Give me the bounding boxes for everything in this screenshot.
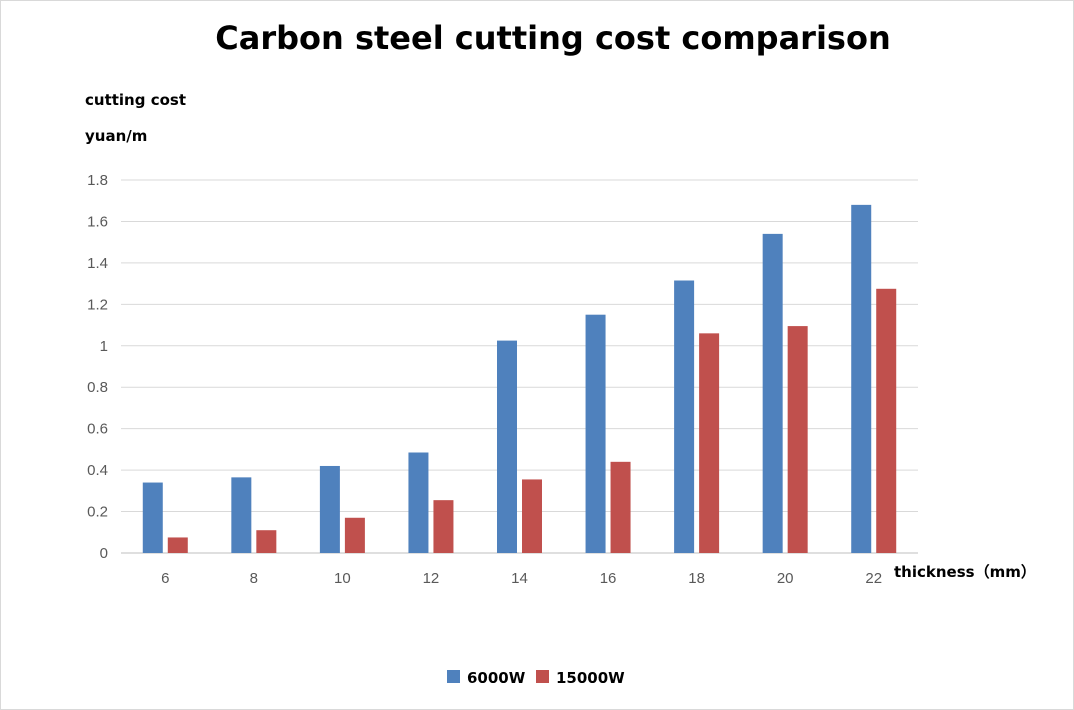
- gridlines: [121, 179, 918, 554]
- bar-6000W-10: [319, 465, 340, 553]
- y-axis-label-line2: yuan/m: [85, 127, 147, 145]
- y-tick-label: 1: [100, 338, 108, 355]
- x-tick-label: 18: [688, 570, 705, 587]
- x-tick-label: 20: [777, 570, 794, 587]
- bar-6000W-16: [585, 314, 606, 553]
- bar-15000W-22: [876, 288, 897, 553]
- chart-title: Carbon steel cutting cost comparison: [215, 19, 890, 57]
- y-tick-label: 0.2: [87, 504, 108, 521]
- y-axis-label-line1: cutting cost: [85, 91, 186, 109]
- bar-15000W-6: [167, 537, 188, 553]
- bar-6000W-8: [231, 477, 252, 553]
- legend-label-15000W: 15000W: [556, 669, 625, 687]
- x-tick-label: 8: [250, 570, 258, 587]
- x-tick-label: 16: [600, 570, 617, 587]
- legend-label-6000W: 6000W: [467, 669, 526, 687]
- bar-15000W-12: [433, 500, 454, 553]
- bar-15000W-10: [344, 517, 365, 553]
- bar-15000W-8: [256, 530, 277, 553]
- bar-6000W-6: [142, 482, 163, 553]
- y-tick-label: 1.4: [87, 255, 108, 272]
- y-tick-label: 1.2: [87, 296, 108, 313]
- y-tick-labels: 0 0.2 0.4 0.6 0.8 1 1.2 1.4 1.6 1.8: [87, 172, 108, 562]
- y-tick-label: 0: [100, 545, 108, 562]
- bar-6000W-14: [497, 340, 517, 553]
- x-tick-label: 14: [511, 570, 528, 587]
- bar-15000W-14: [522, 479, 542, 553]
- y-tick-label: 0.8: [87, 379, 108, 396]
- y-tick-label: 0.6: [87, 421, 108, 438]
- legend-swatch-15000W: [536, 670, 549, 683]
- x-tick-label: 12: [423, 570, 440, 587]
- bar-15000W-20: [787, 326, 808, 553]
- bar-6000W-18: [674, 280, 695, 553]
- legend: 6000W 15000W: [447, 669, 625, 687]
- bar-6000W-12: [408, 452, 429, 553]
- x-tick-labels: 6 8 10 12 14 16 18 20 22: [161, 570, 882, 587]
- y-tick-label: 0.4: [87, 462, 108, 479]
- bar-6000W-20: [762, 233, 783, 553]
- bar-15000W-16: [610, 461, 631, 553]
- y-tick-label: 1.6: [87, 213, 108, 230]
- legend-swatch-6000W: [447, 670, 460, 683]
- x-tick-label: 22: [865, 570, 882, 587]
- y-tick-label: 1.8: [87, 172, 108, 189]
- x-tick-label: 6: [161, 570, 169, 587]
- bar-15000W-18: [699, 333, 720, 553]
- bar-6000W-22: [851, 204, 872, 553]
- bars: [142, 204, 897, 553]
- x-axis-label: thickness（mm）: [894, 563, 1036, 581]
- x-tick-label: 10: [334, 570, 351, 587]
